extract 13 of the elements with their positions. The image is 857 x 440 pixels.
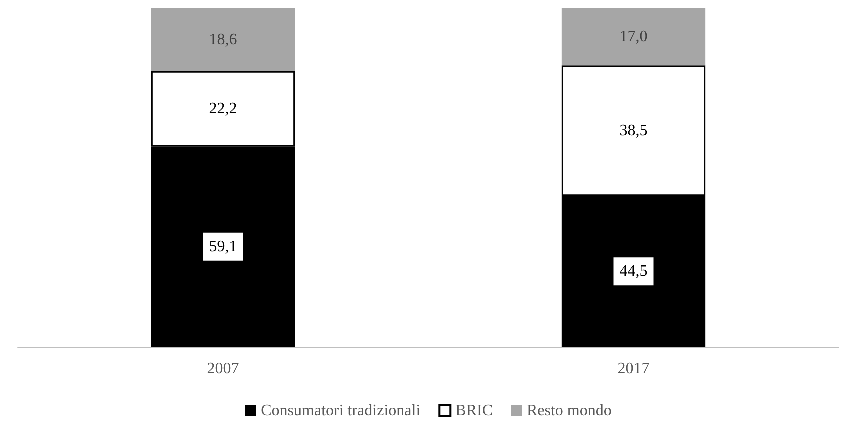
bar [151,8,296,72]
data-label: 22,2 [209,100,238,118]
x-tick-label: 2007 [207,360,240,378]
x-tick-label: 2017 [618,360,650,378]
legend-label: Resto mondo [526,402,612,420]
data-label: 44,5 [620,263,648,280]
bar [562,8,706,66]
data-label: 17,0 [620,28,648,46]
legend-label: BRIC [456,402,493,420]
data-label: 38,5 [620,122,648,140]
data-label: 59,1 [209,238,238,256]
legend-label: Consumatori tradizionali [261,402,422,420]
data-label: 18,6 [209,31,238,48]
